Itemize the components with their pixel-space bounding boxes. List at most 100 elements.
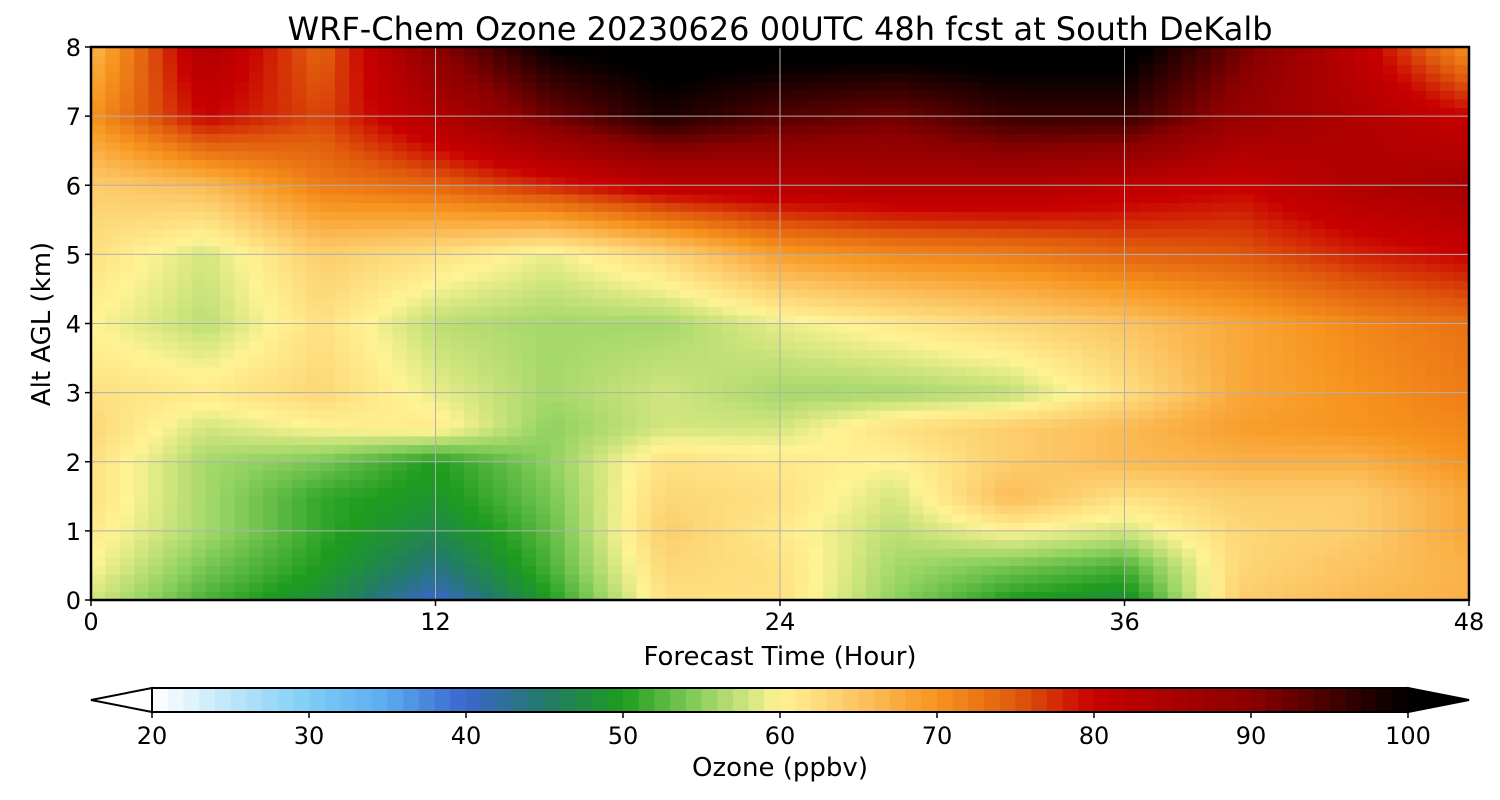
- ozone-cell: [363, 150, 379, 160]
- ozone-cell: [780, 522, 795, 532]
- ozone-cell: [191, 565, 207, 575]
- ozone-cell: [780, 228, 795, 238]
- ozone-cell: [593, 271, 609, 281]
- ozone-cell: [291, 358, 307, 368]
- ozone-cell: [449, 349, 465, 359]
- ozone-cell: [780, 176, 795, 186]
- ozone-cell: [119, 565, 135, 575]
- ozone-cell: [1038, 418, 1054, 428]
- ozone-cell: [234, 280, 250, 290]
- ozone-cell: [765, 254, 781, 264]
- ozone-cell: [622, 349, 638, 359]
- ozone-cell: [1239, 513, 1255, 523]
- ozone-cell: [91, 306, 106, 316]
- ozone-cell: [837, 263, 853, 273]
- ozone-cell: [1454, 513, 1470, 523]
- ozone-cell: [1081, 444, 1097, 454]
- ozone-cell: [1397, 167, 1413, 178]
- ozone-cell: [435, 280, 451, 290]
- ozone-cell: [1167, 513, 1183, 523]
- ozone-cell: [995, 159, 1011, 169]
- ozone-cell: [579, 263, 594, 273]
- ozone-cell: [449, 582, 465, 592]
- ozone-cell: [291, 254, 307, 264]
- ozone-cell: [751, 176, 767, 186]
- ozone-cell: [220, 288, 236, 299]
- ozone-cell: [191, 487, 207, 497]
- ozone-cell: [909, 314, 925, 325]
- ozone-cell: [263, 280, 279, 290]
- ozone-cell: [937, 591, 953, 601]
- ozone-cell: [1425, 565, 1441, 575]
- ozone-cell: [335, 383, 350, 394]
- ozone-cell: [248, 383, 264, 394]
- ozone-cell: [1224, 245, 1240, 255]
- ozone-cell: [378, 366, 394, 376]
- ozone-cell: [794, 539, 810, 549]
- ozone-cell: [1167, 358, 1183, 368]
- ozone-cell: [1196, 461, 1212, 471]
- ozone-cell: [1411, 254, 1427, 264]
- ozone-cell: [1268, 461, 1283, 471]
- ozone-cell: [119, 202, 135, 212]
- ozone-cell: [622, 591, 638, 601]
- ozone-cell: [421, 349, 437, 359]
- ozone-cell: [1368, 522, 1384, 532]
- ozone-cell: [421, 167, 437, 178]
- ozone-cell: [1311, 288, 1327, 299]
- ozone-cell: [665, 470, 681, 480]
- ozone-cell: [507, 254, 523, 264]
- ozone-cell: [1440, 409, 1456, 420]
- ozone-cell: [1196, 401, 1212, 411]
- ozone-cell: [1311, 565, 1327, 575]
- ozone-cell: [507, 245, 523, 255]
- ozone-cell: [1311, 185, 1327, 195]
- ozone-cell: [162, 565, 178, 575]
- ozone-cell: [1268, 565, 1283, 575]
- ozone-cell: [1052, 254, 1068, 264]
- ozone-cell: [119, 435, 135, 446]
- ozone-cell: [392, 167, 408, 178]
- ozone-cell: [693, 202, 709, 212]
- ozone-cell: [349, 582, 365, 592]
- ozone-cell: [1253, 539, 1269, 549]
- ozone-cell: [91, 142, 106, 152]
- ozone-cell: [1411, 211, 1427, 221]
- ozone-cell: [1239, 288, 1255, 299]
- ozone-cell: [708, 150, 724, 160]
- ozone-cell: [464, 185, 480, 195]
- ozone-cell: [320, 479, 336, 489]
- ozone-cell: [291, 565, 307, 575]
- ozone-cell: [162, 332, 178, 342]
- ozone-cell: [1124, 383, 1140, 394]
- ozone-cell: [406, 591, 422, 601]
- ozone-cell: [593, 401, 609, 411]
- ozone-cell: [478, 271, 494, 281]
- ozone-cell: [177, 306, 193, 316]
- ozone-cell: [966, 470, 982, 480]
- ozone-cell: [378, 427, 394, 437]
- ozone-cell: [980, 444, 996, 454]
- ozone-cell: [162, 167, 178, 178]
- ozone-cell: [134, 167, 150, 178]
- ozone-cell: [665, 504, 681, 515]
- ozone-cell: [263, 297, 279, 307]
- ozone-cell: [335, 392, 350, 402]
- ozone-cell: [291, 530, 307, 541]
- ozone-cell: [564, 366, 580, 376]
- ozone-cell: [521, 496, 537, 506]
- ozone-cell: [1411, 245, 1427, 255]
- ozone-cell: [780, 392, 795, 402]
- ozone-cell: [909, 574, 925, 584]
- ozone-cell: [1454, 548, 1470, 558]
- ozone-cell: [234, 418, 250, 428]
- ozone-cell: [349, 340, 365, 351]
- ozone-cell: [1081, 193, 1097, 204]
- ozone-cell: [1196, 176, 1212, 186]
- ozone-cell: [708, 349, 724, 359]
- ozone-cell: [622, 323, 638, 333]
- ozone-cell: [866, 565, 882, 575]
- ozone-cell: [1282, 479, 1298, 489]
- ozone-cell: [205, 314, 221, 325]
- ozone-cell: [1224, 288, 1240, 299]
